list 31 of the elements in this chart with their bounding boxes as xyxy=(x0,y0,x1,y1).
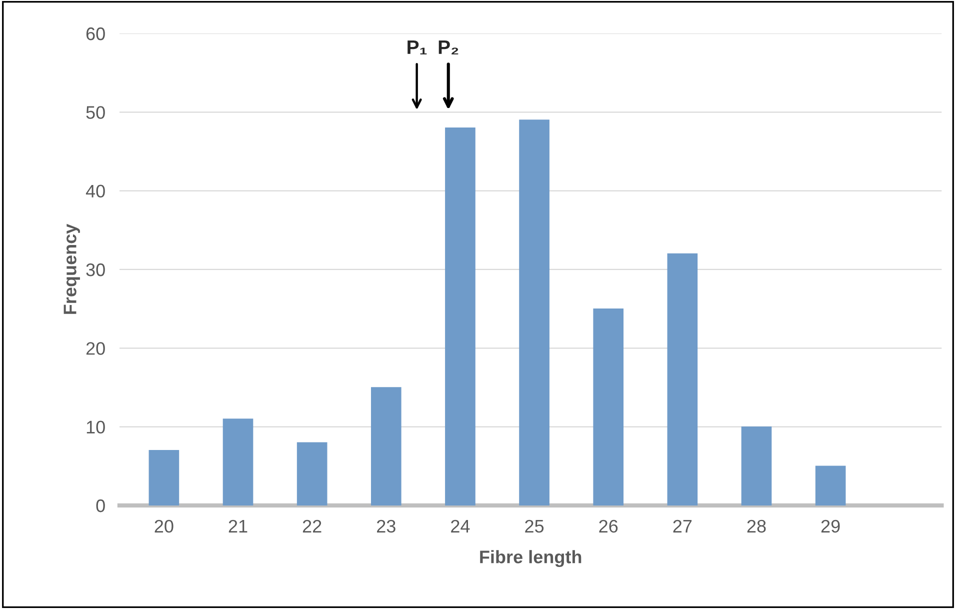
x-tick-label: 27 xyxy=(673,520,692,532)
y-axis-title: Frequency xyxy=(64,224,80,314)
x-tick-label: 28 xyxy=(747,520,766,533)
y-tick-label: 40 xyxy=(86,184,105,198)
x-tick-label: 23 xyxy=(377,520,396,533)
y-tick-label: 20 xyxy=(86,342,105,355)
y-tick-label: 60 xyxy=(86,27,105,40)
y-tick-label: 50 xyxy=(86,106,105,119)
bar xyxy=(296,442,328,506)
x-axis-title: Fibre length xyxy=(480,550,582,567)
bar xyxy=(667,253,698,506)
bar xyxy=(222,418,254,506)
x-tick-label: 21 xyxy=(228,520,248,532)
bar xyxy=(148,450,180,506)
x-tick-label: 26 xyxy=(599,520,618,533)
bar xyxy=(741,426,772,506)
bar xyxy=(370,387,402,506)
x-tick-label: 25 xyxy=(525,520,544,533)
annotation: P₂ xyxy=(438,40,458,54)
bar xyxy=(815,466,846,506)
x-tick-label: 29 xyxy=(821,520,840,533)
y-tick-label: 0 xyxy=(96,499,105,512)
x-tick-label: 22 xyxy=(302,520,322,532)
bar xyxy=(445,128,476,506)
y-tick-label: 10 xyxy=(86,420,105,434)
y-tick-label: 30 xyxy=(86,263,105,276)
bar xyxy=(519,120,550,506)
x-tick-label: 20 xyxy=(154,520,174,533)
bar xyxy=(593,308,624,506)
annotation: P₁ xyxy=(408,40,427,54)
x-tick-label: 24 xyxy=(451,520,470,532)
